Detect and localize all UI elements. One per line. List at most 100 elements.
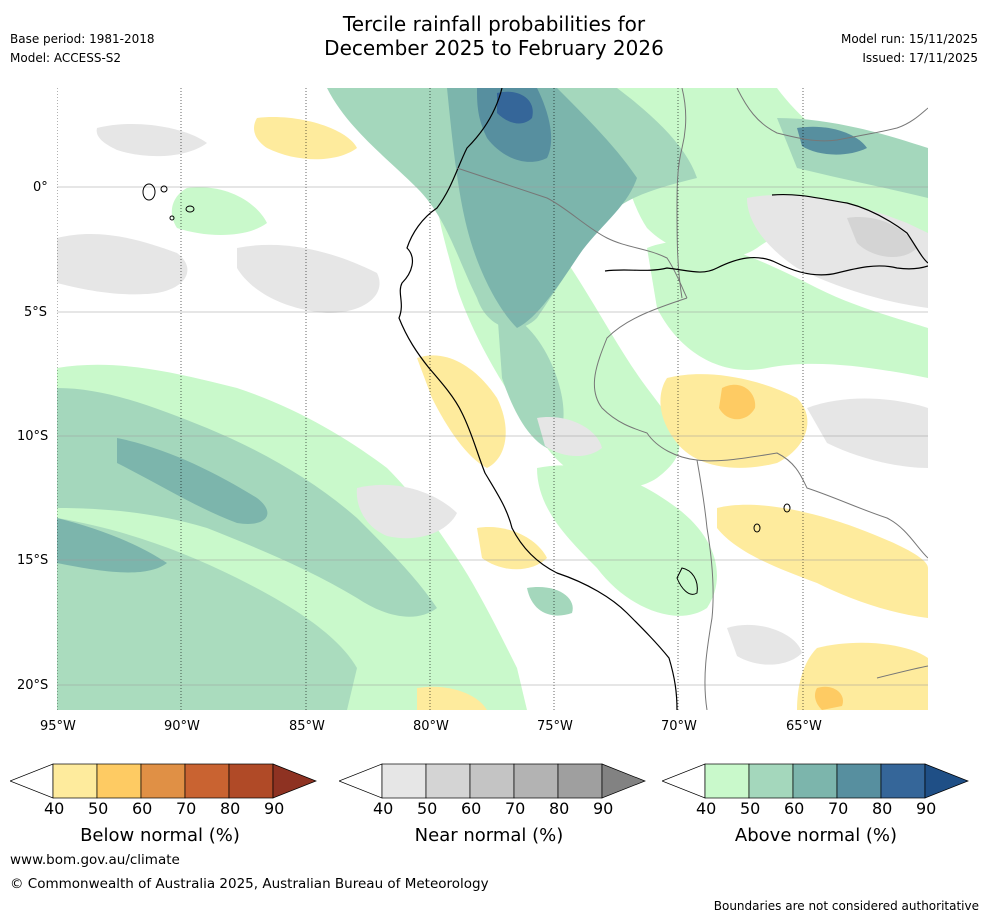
above-above-90-triangle: [924, 763, 969, 799]
below-40-region: [417, 686, 487, 710]
boundaries-disclaimer: Boundaries are not considered authoritat…: [713, 899, 979, 913]
graticule: [57, 88, 928, 710]
lon-label-75w: 75°W: [537, 719, 573, 734]
below-swatch-5: [228, 763, 274, 799]
below-40-region: [660, 374, 808, 468]
near-40-region: [96, 123, 207, 157]
below-above-90-triangle: [272, 763, 317, 799]
page-title: Tercile rainfall probabilities for Decem…: [0, 12, 988, 60]
near-swatch-1: [381, 763, 427, 799]
below-normal-title: Below normal (%): [80, 825, 240, 846]
below-tick: 80: [220, 799, 241, 818]
country-border: [876, 665, 928, 679]
above-tick: 70: [828, 799, 849, 818]
lat-label-15s: 15°S: [17, 553, 49, 568]
above-tick: 90: [916, 799, 937, 818]
lon-label-80w: 80°W: [413, 719, 449, 734]
above-40-region: [171, 187, 267, 235]
lon-label-95w: 95°W: [40, 719, 76, 734]
lat-label-10s: 10°S: [17, 429, 49, 444]
near-swatch-4: [513, 763, 559, 799]
above-60-region: [117, 438, 268, 524]
near-swatch-5: [557, 763, 603, 799]
below-tick: 40: [44, 799, 65, 818]
near-tick: 40: [373, 799, 394, 818]
above-swatch-3: [792, 763, 838, 799]
river: [604, 257, 928, 276]
lat-label-5s: 5°S: [24, 305, 48, 320]
near-40-region: [237, 244, 380, 313]
above-tick: 80: [872, 799, 893, 818]
near-below-40-triangle: [339, 763, 383, 799]
title-line-2: December 2025 to February 2026: [324, 36, 664, 60]
country-border: [676, 88, 687, 299]
near-40-region: [57, 233, 188, 295]
below-40-region: [477, 527, 547, 570]
below-swatch-3: [140, 763, 186, 799]
near-40-region: [356, 484, 457, 539]
near-normal-title: Near normal (%): [414, 825, 564, 846]
below-50-region: [814, 686, 843, 710]
near-tick: 90: [593, 799, 614, 818]
above-50-region: [497, 308, 564, 448]
above-normal-title: Above normal (%): [734, 825, 898, 846]
above-60-region: [57, 518, 167, 573]
lon-label-65w: 65°W: [786, 719, 822, 734]
below-50-region: [719, 384, 756, 420]
near-normal-colorbar: [339, 763, 646, 799]
near-tick: 50: [417, 799, 438, 818]
above-normal-colorbar: [662, 763, 969, 799]
near-swatch-2: [425, 763, 471, 799]
above-swatch-1: [704, 763, 750, 799]
above-tick: 60: [784, 799, 805, 818]
website-link[interactable]: www.bom.gov.au/climate: [10, 852, 180, 868]
below-below-40-triangle: [10, 763, 54, 799]
country-border: [456, 167, 688, 299]
above-40-region: [537, 465, 717, 616]
model-label: Model: ACCESS-S2: [10, 51, 122, 65]
below-swatch-2: [96, 763, 142, 799]
above-swatch-2: [748, 763, 794, 799]
river: [771, 193, 928, 264]
lat-label-0: 0°: [33, 180, 48, 195]
near-40-region: [807, 398, 928, 468]
lon-label-90w: 90°W: [164, 719, 200, 734]
below-normal-colorbar: [10, 763, 317, 799]
above-tick: 50: [740, 799, 761, 818]
model-run-label: Model run: 15/11/2025: [840, 32, 978, 46]
above-swatch-5: [880, 763, 926, 799]
copyright-notice: © Commonwealth of Australia 2025, Austra…: [10, 876, 489, 892]
below-tick: 90: [264, 799, 285, 818]
near-swatch-3: [469, 763, 515, 799]
lake-titicaca: [676, 503, 791, 595]
lon-label-85w: 85°W: [289, 719, 325, 734]
country-border: [696, 459, 714, 710]
near-40-region: [537, 417, 602, 457]
probability-map: [57, 88, 928, 710]
galapagos-islands: [142, 183, 195, 221]
base-period-label: Base period: 1981-2018: [10, 32, 155, 46]
title-line-1: Tercile rainfall probabilities for: [342, 12, 646, 36]
below-swatch-4: [184, 763, 230, 799]
above-40-region: [647, 241, 928, 378]
above-tick: 40: [696, 799, 717, 818]
below-40-region: [717, 504, 928, 618]
near-tick: 70: [505, 799, 526, 818]
below-tick: 70: [176, 799, 197, 818]
below-tick: 50: [88, 799, 109, 818]
issued-label: Issued: 17/11/2025: [862, 51, 978, 65]
country-border: [736, 88, 928, 142]
near-above-90-triangle: [601, 763, 646, 799]
above-below-40-triangle: [662, 763, 706, 799]
below-tick: 60: [132, 799, 153, 818]
below-40-region: [254, 117, 357, 160]
coastline: [398, 88, 678, 710]
near-tick: 60: [461, 799, 482, 818]
above-swatch-4: [836, 763, 882, 799]
near-40-region: [727, 624, 802, 665]
near-50-region: [847, 217, 917, 258]
near-tick: 80: [549, 799, 570, 818]
above-80-region: [497, 91, 533, 124]
above-60-region: [447, 88, 637, 328]
lat-label-20s: 20°S: [17, 678, 49, 693]
